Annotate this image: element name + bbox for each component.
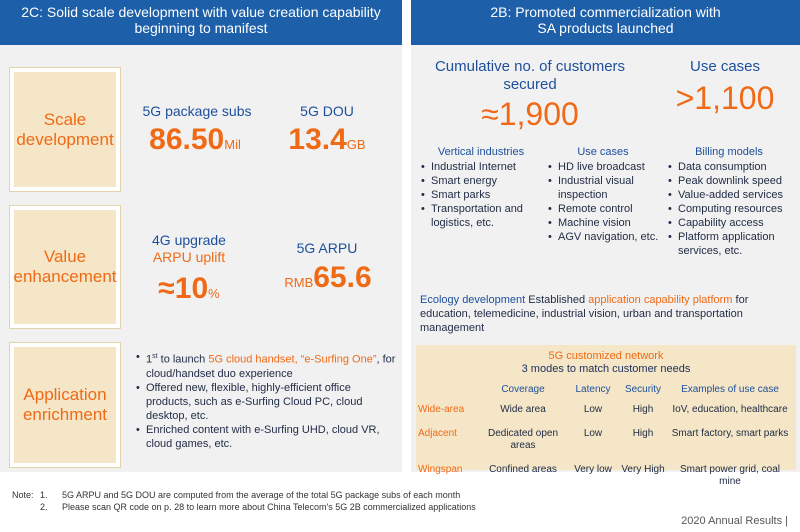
5g-package-subs-unit: Mil — [224, 137, 241, 152]
5g-package-subs-label: 5G package subs — [142, 103, 252, 119]
5g-dou-value: 13.4GB — [288, 123, 366, 156]
notes: Note: 1. 5G ARPU and 5G DOU are computed f… — [12, 489, 712, 513]
5g-arpu-value: RMB65.6 — [284, 261, 372, 294]
footer-page-label: 2020 Annual Results | — [681, 515, 788, 527]
cloud-handset-highlight: 5G cloud handset, “e-Surfing One” — [208, 353, 377, 366]
network-cell-example: Smart factory, smart parks — [671, 428, 789, 439]
value-enhancement-label: Value enhancement — [9, 205, 121, 329]
value-label-line2: enhancement — [13, 267, 117, 286]
usecase-item: AGV navigation, etc. — [548, 230, 660, 244]
billing-item: Peak downlink speed — [668, 174, 798, 188]
network-cell-latency: Very low — [574, 464, 612, 475]
network-subtitle: 3 modes to match customer needs — [521, 363, 691, 375]
billing-item: Value-added services — [668, 188, 798, 202]
network-cell-coverage: Confined areas — [489, 464, 557, 475]
scale-label-line1: Scale — [43, 109, 87, 129]
use-cases-list: HD live broadcastIndustrial visual inspe… — [548, 160, 660, 244]
ecology-highlight: application capability platform — [588, 294, 733, 306]
arpu-uplift-label: 4G upgrade ARPU uplift — [130, 232, 248, 266]
use-cases-top-label: Use cases — [689, 58, 761, 75]
billing-item: Capability access — [668, 216, 798, 230]
network-cell-mode: Adjacent — [418, 428, 457, 439]
use-cases-top-value: >1,100 — [675, 80, 775, 116]
right-section-header: 2B: Promoted commercialization with SA p… — [411, 0, 800, 45]
ordinal-suffix: st — [152, 353, 158, 360]
arpu-uplift-label-line1: 4G upgrade — [152, 232, 226, 248]
customers-label-line1: Cumulative no. of customers — [434, 58, 626, 75]
arpu-uplift-value: ≈10% — [158, 272, 220, 305]
network-cell-security: Very High — [621, 464, 665, 475]
scale-development-label: Scale development — [9, 67, 121, 192]
note-2: 2. Please scan QR code on p. 28 to learn … — [40, 502, 476, 512]
network-cell-mode: Wingspan — [418, 464, 463, 475]
vertical-item: Smart parks — [421, 188, 549, 202]
col-latency: Latency — [575, 384, 611, 395]
5g-arpu-prefix: RMB — [284, 275, 314, 290]
network-cell-mode: Wide-area — [418, 404, 465, 415]
customers-value: ≈1,900 — [481, 96, 579, 132]
network-cell-latency: Low — [583, 428, 603, 439]
5g-arpu-label: 5G ARPU — [296, 240, 358, 256]
note-1: Note: 1. 5G ARPU and 5G DOU are computed f… — [12, 490, 461, 500]
application-enrichment-label: Application enrichment — [9, 342, 121, 468]
network-cell-security: High — [632, 404, 654, 415]
ecology-lead: Ecology development — [420, 294, 526, 306]
app-bullet-2: Offered new, flexible, highly-efficient … — [136, 381, 398, 423]
left-header-line1: 2C: Solid scale development with value c… — [21, 4, 381, 20]
network-cell-security: High — [632, 428, 654, 439]
ecology-development: Ecology development Established applicat… — [420, 294, 749, 334]
network-table: Coverage Latency Security Examples of us… — [416, 382, 792, 494]
vertical-industries-title: Vertical industries — [437, 146, 525, 158]
network-cell-coverage: Dedicated open areas — [487, 428, 559, 451]
network-table-row: Adjacent Dedicated open areas Low High Smart… — [416, 422, 792, 458]
note-prefix: Note: — [12, 490, 34, 500]
network-table-row: Wide-area Wide area Low High IoV, education,… — [416, 398, 792, 422]
vertical-item: Industrial Internet — [421, 160, 549, 174]
customers-label: Cumulative no. of customers secured — [420, 58, 640, 94]
right-header-line2: SA products launched — [537, 20, 674, 36]
usecase-item: Industrial visual inspection — [548, 174, 660, 202]
app-bullet-3: Enriched content with e-Surfing UHD, clo… — [136, 423, 398, 451]
col-security: Security — [624, 384, 662, 395]
left-header-line2: beginning to manifest — [134, 20, 268, 36]
5g-package-subs-value: 86.50Mil — [149, 123, 241, 156]
usecase-item: Remote control — [548, 202, 660, 216]
network-cell-latency: Low — [583, 404, 603, 415]
vertical-item: Transportation and logistics, etc. — [421, 202, 549, 230]
left-section-header: 2C: Solid scale development with value c… — [0, 0, 402, 45]
right-header-line1: 2B: Promoted commercialization with — [490, 4, 721, 20]
col-coverage: Coverage — [501, 384, 545, 395]
billing-models-title: Billing models — [695, 146, 763, 158]
application-bullets: 1st to launch 5G cloud handset, “e-Surfi… — [136, 350, 398, 451]
app-label-line1: Application — [23, 385, 107, 404]
network-cell-example: Smart power grid, coal mine — [679, 464, 781, 487]
col-examples: Examples of use case — [681, 384, 779, 395]
use-cases-title: Use cases — [577, 146, 629, 158]
usecase-item: Machine vision — [548, 216, 660, 230]
app-label-line2: enrichment — [22, 405, 108, 424]
5g-dou-label: 5G DOU — [300, 103, 354, 119]
scale-label-line2: development — [16, 129, 114, 149]
customers-label-line2: secured — [503, 76, 557, 93]
arpu-uplift-label-line2: ARPU uplift — [152, 249, 226, 265]
billing-item: Computing resources — [668, 202, 798, 216]
usecase-item: HD live broadcast — [548, 160, 660, 174]
billing-models-list: Data consumptionPeak downlink speedValue… — [668, 160, 798, 258]
app-bullet-1: 1st to launch 5G cloud handset, “e-Surfi… — [136, 350, 398, 381]
billing-item: Data consumption — [668, 160, 798, 174]
vertical-industries-list: Industrial InternetSmart energySmart par… — [421, 160, 549, 230]
billing-item: Platform application services, etc. — [668, 230, 798, 258]
value-label-line1: Value — [43, 247, 87, 266]
vertical-item: Smart energy — [421, 174, 549, 188]
network-cell-example: IoV, education, healthcare — [672, 404, 788, 415]
arpu-uplift-unit: % — [208, 286, 220, 301]
network-cell-coverage: Wide area — [500, 404, 546, 415]
5g-dou-unit: GB — [346, 137, 366, 152]
network-table-header: Coverage Latency Security Examples of us… — [416, 382, 792, 398]
customized-network-box: 5G customized network 3 modes to match c… — [416, 345, 796, 487]
network-table-row: Wingspan Confined areas Very low Very High S… — [416, 458, 792, 494]
network-title: 5G customized network — [548, 350, 664, 362]
